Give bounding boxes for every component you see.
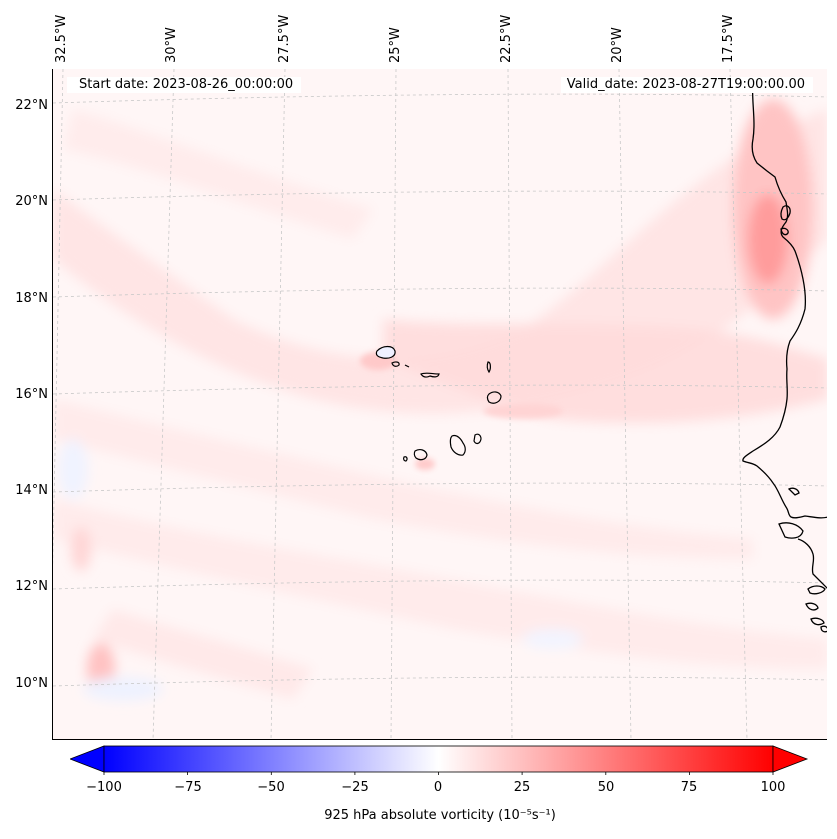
- coastline-mainland: [742, 78, 827, 519]
- lon-label-32-5w: 32.5°W: [54, 14, 69, 63]
- lon-label-25w: 25°W: [388, 27, 403, 63]
- lon-label-20w: 20°W: [610, 27, 625, 63]
- island-santo-antao: [375, 345, 396, 359]
- start-date-label: Start date: 2023-08-26_00:00:00: [67, 77, 302, 93]
- vorticity-shading: [53, 99, 827, 701]
- colorbar-tick-minus-100: −100: [86, 780, 122, 795]
- lat-label-10n: 10°N: [15, 676, 48, 691]
- colorbar-gradient: [103, 745, 774, 773]
- grid-lat-12n: [53, 579, 827, 590]
- lon-label-27-5w: 27.5°W: [277, 14, 292, 63]
- grid-lon-30w: [152, 69, 175, 739]
- colorbar-tick-25: 25: [513, 780, 531, 795]
- lat-label-12n: 12°N: [15, 579, 48, 594]
- island-santiago: [449, 434, 466, 456]
- coast-feature-cape-blanc: [780, 227, 789, 236]
- vorticity-field: [53, 69, 827, 739]
- colorbar-max-extend: [772, 745, 809, 773]
- island-santa-luzia: [404, 364, 410, 368]
- coast-feature-dakar: [787, 487, 800, 496]
- coast-feature-bijagos-2: [805, 602, 819, 611]
- island-maio: [473, 433, 482, 445]
- grid-lat-22n: [53, 93, 827, 104]
- grid-lat-18n: [53, 287, 827, 298]
- grid-lon-27-5w: [270, 69, 286, 739]
- grid-lon-20w: [618, 69, 632, 739]
- colorbar-tick-50: 50: [597, 780, 615, 795]
- colorbar-tick-minus-75: −75: [174, 780, 202, 795]
- colorbar-tick-0: 0: [433, 780, 443, 795]
- lat-label-16n: 16°N: [15, 387, 48, 402]
- island-sal: [486, 361, 491, 374]
- island-boa-vista: [486, 391, 502, 404]
- lat-label-22n: 22°N: [15, 98, 48, 113]
- grid-lon-25w: [390, 69, 397, 739]
- cape-verde-islands: [375, 345, 502, 462]
- lon-label-22-5w: 22.5°W: [499, 14, 514, 63]
- lat-label-14n: 14°N: [15, 483, 48, 498]
- grid-lon-17-5w: [729, 69, 748, 739]
- valid-date-label: Valid_date: 2023-08-27T19:00:00.00: [560, 77, 813, 93]
- coast-feature-banc-arguin: [780, 205, 791, 221]
- lon-label-17-5w: 17.5°W: [721, 14, 736, 63]
- colorbar-label: 925 hPa absolute vorticity (10⁻⁵s⁻¹): [324, 808, 556, 823]
- african-coastline: [742, 78, 827, 633]
- lat-label-20n: 20°N: [15, 194, 48, 209]
- grid-lat-20n: [53, 190, 827, 201]
- island-fogo: [413, 449, 428, 461]
- coast-feature-gambia: [778, 522, 804, 539]
- vorticity-map: Start date: 2023-08-26_00:00:00 Valid_da…: [52, 69, 827, 740]
- coast-feature-bijagos-4: [820, 625, 827, 633]
- colorbar-min-extend: [70, 745, 105, 773]
- grid-lon-22-5w: [507, 69, 513, 739]
- coast-feature-bijagos-1: [807, 585, 826, 595]
- colorbar-tick-minus-50: −50: [257, 780, 285, 795]
- island-sao-nicolau: [420, 372, 440, 378]
- coast-feature-guinea-bissau: [797, 538, 827, 589]
- coast-feature-bijagos-3: [810, 617, 825, 626]
- lon-label-30w: 30°W: [164, 27, 179, 63]
- colorbar-tick-minus-25: −25: [341, 780, 369, 795]
- colorbar: [70, 745, 809, 775]
- grid-lat-10n: [53, 676, 827, 687]
- lat-label-18n: 18°N: [15, 291, 48, 306]
- colorbar-tick-100: 100: [760, 780, 786, 795]
- graticule: [53, 69, 827, 739]
- island-sao-vicente: [391, 361, 400, 367]
- island-brava: [403, 456, 408, 462]
- colorbar-tick-75: 75: [680, 780, 698, 795]
- grid-lat-16n: [53, 384, 827, 395]
- grid-lat-14n: [53, 482, 827, 493]
